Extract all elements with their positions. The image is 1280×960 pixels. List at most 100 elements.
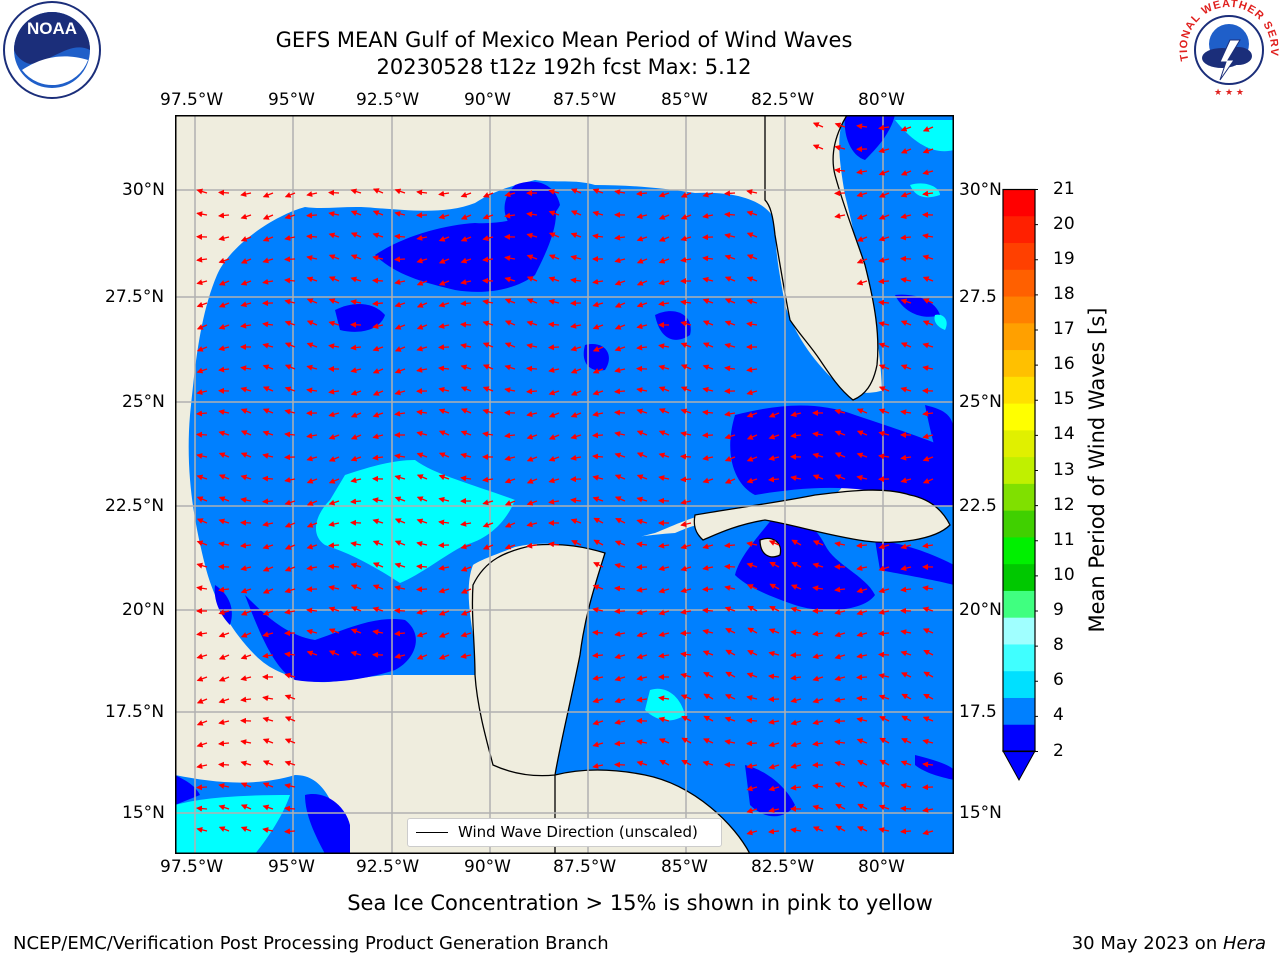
colorbar-segment [1003,297,1035,324]
colorbar-segment [1003,484,1035,511]
nws-logo: NATIONAL WEATHER SERVICE ★ ★ ★ [1178,0,1280,100]
colorbar-segment [1003,350,1035,377]
wind-wave-arrow [857,677,867,678]
wind-wave-arrow [901,808,911,809]
wind-wave-arrow [395,236,405,237]
wind-wave-arrow [901,831,911,832]
wind-wave-arrow [725,765,735,766]
wind-wave-arrow [593,655,603,656]
colorbar [1002,188,1038,784]
lat-label-right: 27.5 [959,287,997,307]
lon-label-top: 95°W [268,90,315,110]
colorbar-tick-label: 2 [1053,741,1064,761]
lon-label-top: 90°W [464,90,511,110]
wind-wave-arrow [615,412,625,413]
colorbar-segment [1003,644,1035,671]
map-legend: Wind Wave Direction (unscaled) [407,818,722,847]
lat-label-left: 27.5°N [105,287,164,307]
wind-wave-arrow [593,456,603,457]
colorbar-segment [1003,537,1035,564]
wind-wave-arrow [703,435,713,436]
colorbar-tick-label: 6 [1053,670,1064,690]
wind-wave-arrow [725,566,735,567]
colorbar-segment [1003,671,1035,698]
lon-label-bottom: 87.5°W [553,857,616,877]
noaa-logo: NOAA [0,0,104,100]
wind-wave-arrow [197,413,207,414]
wind-wave-arrow [285,808,295,809]
wind-wave-arrow [879,281,889,282]
lon-label-bottom: 92.5°W [356,857,419,877]
colorbar-tick-label: 13 [1053,460,1075,480]
wind-wave-arrow [307,215,317,216]
colorbar-tick-label: 18 [1053,284,1075,304]
lon-label-top: 82.5°W [751,90,814,110]
lon-label-bottom: 85°W [661,857,708,877]
svg-text:★ ★ ★: ★ ★ ★ [1214,88,1244,98]
wind-wave-arrow [439,347,449,348]
wind-wave-arrow [285,259,295,260]
lat-label-left: 15°N [122,803,165,823]
wind-wave-arrow [615,391,625,392]
wind-wave-arrow [373,303,383,304]
colorbar-tick-label: 16 [1053,354,1075,374]
colorbar-tick-label: 8 [1053,635,1064,655]
colorbar-tick-label: 14 [1053,424,1075,444]
lat-label-left: 22.5°N [105,496,164,516]
wind-wave-arrow [593,435,603,436]
wind-wave-arrow [241,523,251,524]
footer-left: NCEP/EMC/Verification Post Processing Pr… [13,933,609,954]
lon-label-bottom: 80°W [858,857,905,877]
wind-wave-arrow [615,765,625,766]
colorbar-tick-label: 15 [1053,389,1075,409]
lat-label-right: 20°N [959,600,1002,620]
colorbar-segment [1003,270,1035,297]
footer-right: 30 May 2023 on Hera [1072,933,1266,954]
lon-label-bottom: 97.5°W [160,857,223,877]
wind-wave-arrow [395,633,405,634]
colorbar-extend-triangle [1003,751,1035,780]
wind-wave-arrow [901,259,911,260]
colorbar-segment [1003,725,1035,752]
wind-wave-arrow [329,193,339,194]
lat-label-right: 30°N [959,180,1002,200]
colorbar-segment [1003,511,1035,538]
wind-wave-arrow [197,808,207,809]
wind-wave-arrow [615,588,625,589]
lat-label-left: 25°N [122,392,165,412]
wind-wave-arrow [725,214,735,215]
wind-wave-arrow [747,720,757,721]
colorbar-segment [1003,404,1035,431]
wind-wave-arrow [219,215,229,216]
wind-wave-arrow [263,478,273,479]
colorbar-segment [1003,323,1035,350]
wind-wave-arrow [769,479,779,480]
colorbar-tick-label: 12 [1053,495,1075,515]
wind-wave-arrow [483,281,493,282]
colorbar-segment [1003,377,1035,404]
lat-label-right: 15°N [959,803,1002,823]
wind-wave-arrow [373,280,383,281]
wind-wave-arrow [857,698,867,699]
wind-wave-arrow [879,302,889,303]
colorbar-segment [1003,564,1035,591]
wind-wave-arrow [659,501,669,502]
colorbar-tick-label: 10 [1053,565,1075,585]
wind-wave-arrow [351,523,361,524]
colorbar-tick-label: 21 [1053,179,1075,199]
wind-wave-arrow [219,743,229,744]
wind-wave-arrow [769,699,779,700]
footer-date: 30 May 2023 on [1072,933,1223,954]
lon-label-top: 97.5°W [160,90,223,110]
wind-wave-arrow [285,831,295,832]
wind-wave-arrow [549,324,559,325]
wind-wave-arrow [395,259,405,260]
lon-label-top: 87.5°W [553,90,616,110]
wind-wave-arrow [615,611,625,612]
map-panel [175,115,954,854]
wind-wave-arrow [527,391,537,392]
lat-label-left: 30°N [122,180,165,200]
colorbar-tick-label: 20 [1053,214,1075,234]
lat-label-right: 22.5 [959,496,997,516]
wind-wave-arrow [263,501,273,502]
